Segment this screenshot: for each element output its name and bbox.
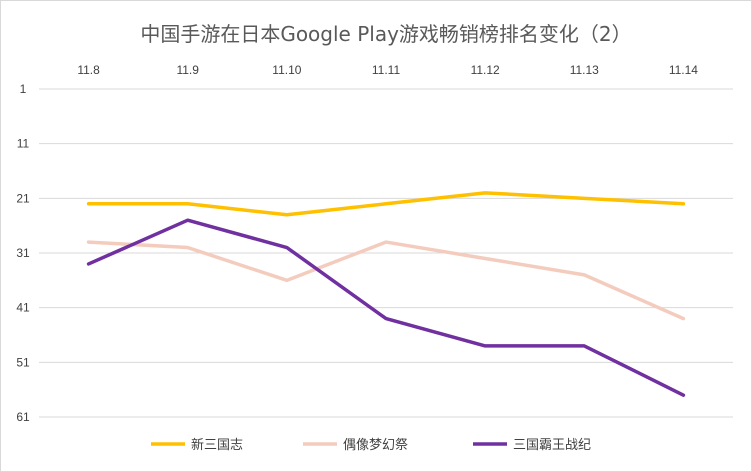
x-tick-label: 11.14 [669,63,698,77]
x-tick-label: 11.13 [570,63,599,77]
x-axis-ticks: 11.8 11.9 11.10 11.11 11.12 11.13 11.14 [77,63,698,77]
legend-label: 三国霸王战纪 [513,438,591,453]
x-tick-label: 11.12 [471,63,500,77]
y-tick-label: 31 [16,246,30,260]
x-tick-label: 11.8 [77,63,100,77]
y-tick-label: 21 [16,191,30,205]
grid-lines [39,88,733,418]
x-tick-label: 11.9 [176,63,199,77]
series-lines [86,191,686,397]
y-tick-label: 41 [16,301,30,315]
legend: 新三国志 偶像梦幻祭 三国霸王战纪 [151,437,591,453]
y-tick-label: 1 [20,82,27,96]
y-tick-label: 51 [16,355,30,369]
chart-title: 中国手游在日本Google Play游戏畅销榜排名变化（2） [140,22,631,46]
x-tick-label: 11.10 [272,63,301,77]
series-line-3 [86,218,686,397]
series-line-1 [86,191,686,217]
series-line-2 [86,240,686,321]
y-tick-label: 11 [17,137,30,151]
legend-label: 新三国志 [191,437,243,453]
y-tick-label: 61 [16,410,30,424]
legend-label: 偶像梦幻祭 [343,438,408,453]
x-tick-label: 11.11 [372,63,401,77]
